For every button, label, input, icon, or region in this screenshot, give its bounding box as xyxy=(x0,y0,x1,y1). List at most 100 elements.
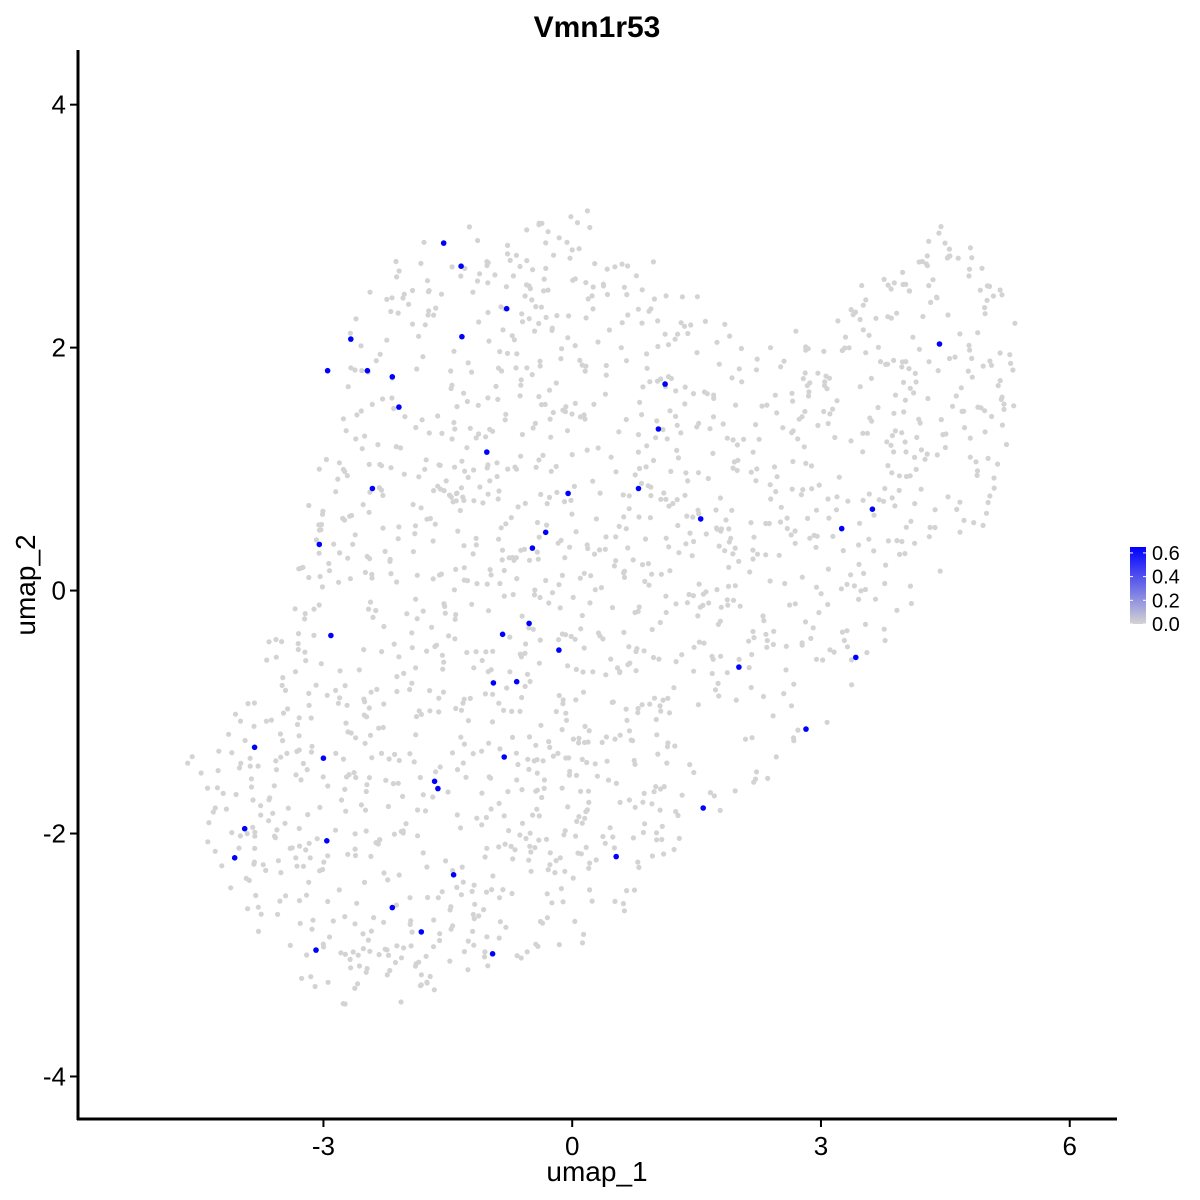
cell-point-background xyxy=(507,634,513,640)
cell-point-background xyxy=(857,520,863,526)
cell-point-background xyxy=(573,666,580,673)
cell-point-background xyxy=(644,365,650,371)
cell-point-background xyxy=(760,613,766,619)
cell-point-background xyxy=(342,683,348,689)
expressing-cells xyxy=(231,240,943,957)
cell-point-background xyxy=(519,319,526,325)
cell-point-background xyxy=(742,736,749,742)
cell-point-background xyxy=(308,749,315,755)
cell-point-background xyxy=(359,368,365,374)
cell-point-background xyxy=(490,428,496,434)
cell-point-background xyxy=(476,319,482,325)
cell-point-background xyxy=(536,837,542,843)
cell-point-background xyxy=(582,368,588,374)
cell-point-background xyxy=(922,456,928,462)
cell-point-background xyxy=(655,318,661,324)
cell-point-background xyxy=(313,537,319,543)
cell-point-background xyxy=(767,578,773,584)
cell-point-background xyxy=(494,460,500,466)
cell-point-background xyxy=(383,777,389,783)
cell-point-background xyxy=(639,287,645,293)
cell-point-background xyxy=(918,447,925,453)
cell-point-background xyxy=(416,474,422,480)
cell-point-background xyxy=(796,416,802,422)
cell-point-background xyxy=(547,744,553,751)
cell-point-background xyxy=(900,269,906,275)
cell-point-background xyxy=(465,360,471,366)
cell-point-background xyxy=(621,568,628,574)
cell-point-background xyxy=(567,768,573,774)
cell-point-background xyxy=(600,833,606,840)
cell-point-background xyxy=(422,466,428,472)
cell-point-background xyxy=(433,769,439,775)
cell-point-background xyxy=(295,631,302,637)
cell-point-background xyxy=(612,736,618,742)
cell-point-background xyxy=(342,1001,348,1007)
cell-point-background xyxy=(633,668,639,674)
cell-point-background xyxy=(432,643,438,650)
cell-point-background xyxy=(366,705,372,711)
cell-point-background xyxy=(632,472,638,478)
cell-point-background xyxy=(1011,403,1017,409)
cell-point-background xyxy=(911,390,917,396)
cell-point-background xyxy=(691,668,697,674)
cell-point-background xyxy=(519,694,525,701)
cell-point-background xyxy=(816,482,822,488)
cell-point-background xyxy=(908,518,914,524)
cell-point-background xyxy=(894,607,900,613)
cell-point-background xyxy=(844,644,851,650)
cell-point-background xyxy=(316,527,323,533)
cell-point-background xyxy=(650,654,657,661)
cell-point-background xyxy=(534,519,541,526)
cell-point-background xyxy=(369,571,375,578)
cell-point-background xyxy=(423,953,429,959)
cell-point-background xyxy=(989,413,995,420)
cell-point-background xyxy=(733,697,739,703)
cell-point-background xyxy=(498,304,504,310)
cell-point-background xyxy=(465,938,471,944)
cell-point-background xyxy=(679,652,685,658)
cell-point-background xyxy=(435,413,441,419)
cell-point-background xyxy=(299,975,305,982)
cell-point-background xyxy=(576,740,582,746)
cell-point-background xyxy=(671,685,677,691)
cell-point-background xyxy=(974,472,980,478)
cell-point-background xyxy=(397,445,404,451)
cell-point-background xyxy=(781,691,787,697)
cell-point-background xyxy=(667,408,673,414)
cell-point-background xyxy=(407,751,413,757)
cell-point-background xyxy=(934,295,940,301)
cell-point-background xyxy=(333,687,339,694)
cell-point-background xyxy=(471,942,477,948)
cell-point-background xyxy=(984,297,990,303)
cell-point-background xyxy=(413,732,419,738)
cell-point-background xyxy=(725,602,731,608)
cell-point-background xyxy=(565,663,571,669)
y-tick-label: -4 xyxy=(43,1061,66,1091)
cell-point-background xyxy=(384,337,390,343)
cell-point-background xyxy=(675,812,681,819)
cell-point-background xyxy=(597,490,603,496)
cell-point-background xyxy=(885,538,892,544)
cell-point-background xyxy=(522,683,528,690)
cell-point-background xyxy=(496,895,503,901)
cell-point-background xyxy=(888,286,894,292)
cell-point-background xyxy=(590,478,596,484)
cell-point-background xyxy=(258,911,264,917)
cell-point-background xyxy=(616,429,622,435)
cell-point-background xyxy=(593,857,599,863)
cell-point-background xyxy=(579,612,585,619)
cell-point-background xyxy=(892,392,899,398)
cell-point-background xyxy=(206,820,212,826)
cell-point-background xyxy=(783,667,789,673)
cell-point-background xyxy=(705,475,711,482)
cell-point-background xyxy=(899,430,905,436)
cell-point-background xyxy=(413,714,420,720)
cell-point-background xyxy=(657,703,663,709)
cell-point-background xyxy=(461,565,467,571)
cell-point-background xyxy=(518,382,524,388)
cell-point-background xyxy=(914,434,920,440)
cell-point-background xyxy=(626,506,632,512)
cell-point-background xyxy=(534,549,540,555)
cell-point-background xyxy=(591,551,598,557)
